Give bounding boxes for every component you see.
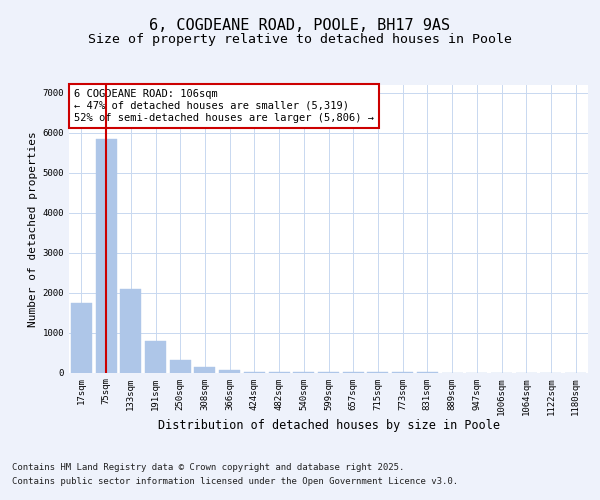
Bar: [170, 360, 191, 372]
Text: Contains HM Land Registry data © Crown copyright and database right 2025.: Contains HM Land Registry data © Crown c…: [12, 464, 404, 472]
Text: Contains public sector information licensed under the Open Government Licence v3: Contains public sector information licen…: [12, 477, 458, 486]
Bar: [120, 288, 141, 372]
X-axis label: Distribution of detached houses by size in Poole: Distribution of detached houses by size …: [157, 419, 499, 432]
Text: Size of property relative to detached houses in Poole: Size of property relative to detached ho…: [88, 32, 512, 46]
Bar: [145, 340, 166, 372]
Text: 6, COGDEANE ROAD, POOLE, BH17 9AS: 6, COGDEANE ROAD, POOLE, BH17 9AS: [149, 18, 451, 32]
Bar: [194, 368, 215, 372]
Bar: [71, 302, 92, 372]
Bar: [95, 139, 116, 372]
Text: 6 COGDEANE ROAD: 106sqm
← 47% of detached houses are smaller (5,319)
52% of semi: 6 COGDEANE ROAD: 106sqm ← 47% of detache…: [74, 90, 374, 122]
Y-axis label: Number of detached properties: Number of detached properties: [28, 131, 38, 326]
Bar: [219, 370, 240, 372]
